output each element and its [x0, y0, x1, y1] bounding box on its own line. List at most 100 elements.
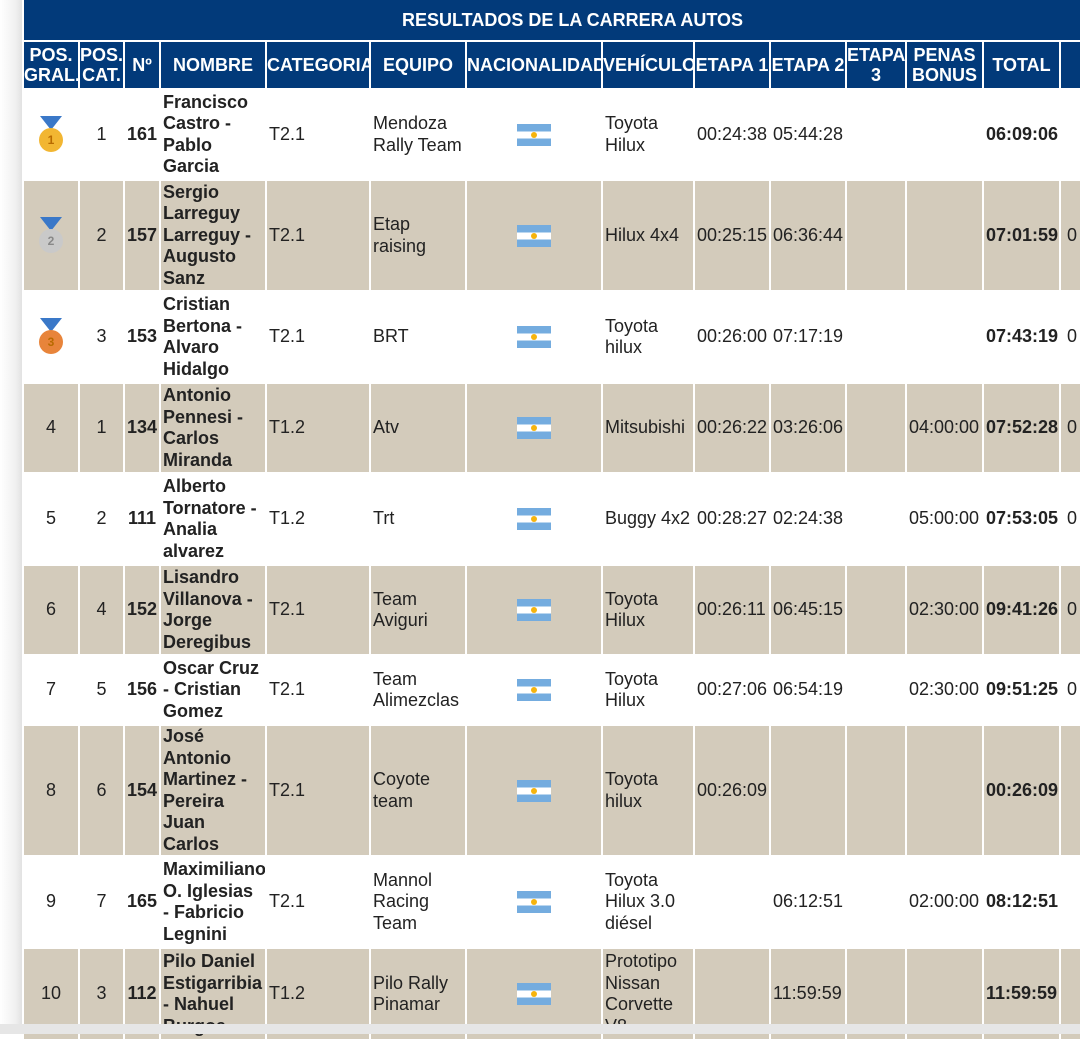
- silver-medal-icon: 2: [38, 216, 64, 255]
- etapa-3-cell: [847, 566, 905, 654]
- penas-bonus-cell: 05:00:00: [909, 508, 980, 529]
- etapa-3-cell: [847, 181, 905, 290]
- table-row[interactable]: 1 1 161 Francisco Castro - Pablo Garcia T2.1…: [24, 90, 1080, 179]
- categoria-cell: T2.1: [269, 891, 306, 912]
- etapa-2-cell: [771, 726, 845, 855]
- number-cell: 156: [126, 679, 158, 700]
- total-cell: 07:01:59: [984, 181, 1059, 290]
- etapa-1-cell: 00:26:09: [695, 726, 769, 855]
- table-row[interactable]: 8 6 154 José Antonio Martinez - Pereira Jua…: [24, 726, 1080, 855]
- vehiculo-cell: Mitsubishi: [603, 384, 693, 472]
- argentina-flag-icon: [517, 326, 551, 349]
- pos-gral-cell: 6: [24, 566, 78, 654]
- equipo-cell: Team Alimezclas: [373, 668, 460, 711]
- table-row[interactable]: 2 2 157 Sergio Larreguy Larreguy - Augusto …: [24, 181, 1080, 290]
- etapa-2-cell: 07:17:19: [773, 326, 844, 347]
- table-row[interactable]: 3 3 153 Cristian Bertona - Alvaro Hidalgo T2…: [24, 292, 1080, 382]
- categoria-cell: T2.1: [267, 181, 369, 290]
- column-header-penas-bonus: PENAS BONUS: [907, 42, 982, 88]
- column-header-text: GRAL.: [24, 65, 78, 85]
- penas-bonus-cell: [907, 292, 982, 382]
- vehiculo-cell: Toyota hilux: [603, 726, 693, 855]
- table-row[interactable]: 6 4 152 Lisandro Villanova - Jorge Deregibu…: [24, 566, 1080, 654]
- penas-bonus-cell: 02:30:00: [909, 679, 980, 700]
- equipo-cell: Mendoza Rally Team: [373, 113, 462, 155]
- dif-cell: 0: [1067, 679, 1078, 700]
- total-cell: 07:43:19: [986, 326, 1059, 347]
- pos-cat-cell: 1: [80, 384, 123, 472]
- column-header-dif: DIP: [1061, 42, 1080, 88]
- column-header-text: NOMBRE: [173, 55, 253, 75]
- name-cell: Antonio Pennesi - Carlos Miranda: [161, 384, 265, 472]
- etapa-1-cell: 00:27:06: [697, 679, 768, 700]
- table-row[interactable]: 4 1 134 Antonio Pennesi - Carlos Miranda T1.…: [24, 384, 1080, 472]
- name-cell: José Antonio Martinez - Pereira Juan Car…: [161, 726, 265, 855]
- categoria-cell: T1.2: [269, 508, 306, 529]
- dif-cell: 0: [1061, 384, 1080, 472]
- pos-cat-cell: 2: [96, 508, 107, 529]
- etapa-1-cell: 00:26:11: [695, 566, 769, 654]
- pos-gral-cell: 3: [24, 292, 78, 382]
- argentina-flag-icon: [517, 779, 551, 802]
- etapa-2-cell: 03:26:06: [771, 384, 845, 472]
- argentina-flag-icon: [517, 417, 551, 440]
- etapa-2-cell: 06:54:19: [773, 679, 844, 700]
- pos-gral-cell: 1: [24, 90, 78, 179]
- etapa-3-cell: [847, 384, 905, 472]
- column-header-text: EQUIPO: [382, 55, 453, 75]
- column-header-etapa-1: ETAPA 1: [695, 42, 769, 88]
- vehiculo-cell: Toyota Hilux 3.0 diésel: [605, 869, 676, 933]
- etapa-3-cell: [847, 726, 905, 855]
- dif-cell: 0: [1067, 508, 1078, 529]
- etapa-1-cell: 00:25:15: [695, 181, 769, 290]
- table-row[interactable]: 5 2 111 Alberto Tornatore - Analia alvarez T…: [24, 474, 1080, 564]
- number-cell: 134: [125, 384, 159, 472]
- column-header-text: ETAPA 1: [695, 55, 769, 75]
- column-header-categoria: CATEGORIA: [267, 42, 369, 88]
- number-cell: 161: [126, 123, 158, 144]
- column-header-text: POS.: [29, 45, 73, 65]
- column-header-text: TOTAL: [992, 55, 1051, 75]
- table-row[interactable]: 7 5 156 Oscar Cruz - Cristian Gomez T2.1 Team…: [24, 656, 1080, 724]
- nacionalidad-cell: [467, 90, 601, 179]
- etapa-2-cell: 06:45:15: [771, 566, 845, 654]
- argentina-flag-icon: [517, 599, 551, 622]
- penas-bonus-cell: 02:00:00: [909, 891, 980, 912]
- table-row[interactable]: 9 7 165 Maximiliano O. Iglesias - Fabricio …: [24, 857, 1080, 947]
- pos-cat-cell: 3: [96, 326, 107, 347]
- column-header-vehiculo: VEHÍCULO: [603, 42, 693, 88]
- table-title: RESULTADOS DE LA CARRERA AUTOS: [24, 0, 1080, 40]
- categoria-cell: T2.1: [269, 123, 306, 144]
- dif-cell: [1061, 857, 1080, 947]
- column-header-text: BONUS: [911, 65, 977, 85]
- column-header-text: POS.: [80, 45, 123, 65]
- column-header-text: CAT.: [82, 65, 121, 85]
- pos-gral-cell: 5: [45, 508, 56, 529]
- column-header-text: ETAPA: [847, 45, 905, 65]
- number-cell: 157: [125, 181, 159, 290]
- etapa-3-cell: [847, 292, 905, 382]
- number-cell: 111: [127, 508, 157, 529]
- total-cell: 08:12:51: [986, 891, 1059, 912]
- vehiculo-cell: Toyota Hilux: [605, 668, 659, 711]
- name-cell: Cristian Bertona - Alvaro Hidalgo: [163, 294, 243, 379]
- number-cell: 153: [126, 326, 158, 347]
- column-header-nacionalidad: NACIONALIDAD: [467, 42, 601, 88]
- etapa-2-cell: 06:12:51: [773, 891, 844, 912]
- pos-cat-cell: 1: [96, 123, 107, 144]
- etapa-3-cell: [847, 656, 905, 724]
- column-header-total: TOTAL: [984, 42, 1059, 88]
- pos-gral-cell: 4: [24, 384, 78, 472]
- column-header-text: PENAS: [913, 45, 976, 65]
- argentina-flag-icon: [517, 891, 551, 914]
- total-cell: 09:41:26: [984, 566, 1059, 654]
- penas-bonus-cell: [907, 726, 982, 855]
- penas-bonus-cell: 02:30:00: [907, 566, 982, 654]
- etapa-1-cell: 00:26:00: [697, 326, 768, 347]
- column-header-text: Nº: [132, 55, 152, 75]
- name-cell: Maximiliano O. Iglesias - Fabricio Legni…: [163, 859, 265, 944]
- total-cell: 07:53:05: [986, 508, 1059, 529]
- column-header-text: VEHÍCULO: [603, 55, 693, 75]
- name-cell: Oscar Cruz - Cristian Gomez: [163, 657, 260, 721]
- column-header-text: ETAPA 2: [771, 55, 845, 75]
